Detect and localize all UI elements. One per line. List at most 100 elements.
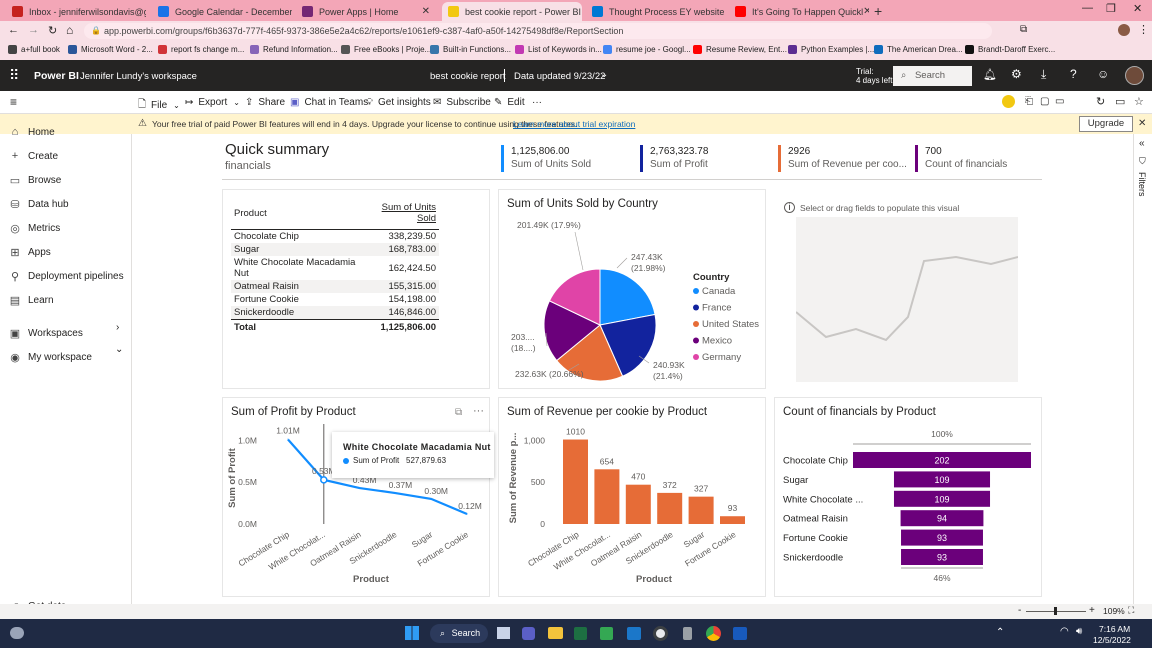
bar-chart-card[interactable]: Sum of Revenue per cookie by Product 0 50…: [498, 397, 766, 597]
data-updated-label[interactable]: Data updated 9/23/22: [514, 71, 606, 82]
table-row[interactable]: Snickerdoodle 146,846.00: [231, 306, 439, 320]
back-icon[interactable]: ←: [8, 24, 19, 36]
browser-tab[interactable]: Power Apps | Home ✕: [296, 2, 436, 21]
empty-visual[interactable]: i Select or drag fields to populate this…: [775, 189, 1043, 389]
clock-time[interactable]: 7:16 AM: [1099, 624, 1131, 634]
extensions-icon[interactable]: ⧉: [1020, 24, 1028, 35]
funnel-bar[interactable]: [853, 452, 1031, 468]
legend-item[interactable]: Canada: [702, 286, 736, 297]
browser-tab[interactable]: Inbox - jenniferwilsondavis@gm✕: [6, 2, 146, 21]
sidebar-item-apps[interactable]: ⊞ Apps: [8, 246, 50, 259]
profile-icon[interactable]: [1118, 24, 1130, 36]
download-icon[interactable]: ⤓: [1041, 67, 1047, 81]
hamburger-icon[interactable]: ≡: [10, 95, 18, 109]
bar[interactable]: [688, 496, 714, 524]
bar[interactable]: [720, 516, 745, 524]
table-row[interactable]: Oatmeal Raisin 155,315.00: [231, 280, 439, 293]
chrome-dev-icon[interactable]: [653, 626, 668, 641]
close-tab-icon[interactable]: ✕: [421, 6, 430, 17]
more-options-icon[interactable]: ···: [473, 405, 484, 417]
sheets-icon[interactable]: [600, 627, 613, 640]
file-explorer-icon[interactable]: [548, 627, 563, 639]
sidebar-item-my-workspace[interactable]: ◉ My workspace: [8, 351, 92, 364]
chrome-icon[interactable]: [706, 626, 721, 641]
reset-icon[interactable]: [1002, 95, 1015, 108]
legend-item[interactable]: Mexico: [702, 336, 732, 347]
pie-slice[interactable]: [599, 313, 657, 377]
browser-tab[interactable]: best cookie report - Power BI✕: [442, 2, 582, 21]
chat-icon[interactable]: ▭: [1115, 96, 1126, 108]
weather-icon[interactable]: [10, 627, 24, 639]
avatar[interactable]: [1125, 66, 1144, 85]
browser-menu-icon[interactable]: ⋮: [1138, 24, 1149, 36]
trial-learn-more-link[interactable]: Learn more about trial expiration: [513, 119, 636, 129]
kpi-card[interactable]: 1,125,806.00 Sum of Units Sold: [501, 145, 591, 172]
kpi-card[interactable]: 2926 Sum of Revenue per coo...: [778, 145, 907, 172]
task-view-icon[interactable]: [497, 627, 510, 639]
close-window-button[interactable]: ✕: [1133, 3, 1143, 15]
legend-item[interactable]: Germany: [702, 352, 741, 363]
bookmark-item[interactable]: a+full book: [8, 45, 60, 54]
sidebar-item-data-hub[interactable]: ⛁ Data hub: [8, 198, 68, 211]
reload-icon[interactable]: ↻: [48, 25, 58, 37]
favorite-icon[interactable]: ☆: [1134, 96, 1144, 108]
help-icon[interactable]: ?: [1070, 67, 1077, 81]
subscribe-button[interactable]: ✉ Subscribe: [433, 97, 491, 108]
sidebar-item-workspaces[interactable]: ▣ Workspaces: [8, 327, 83, 340]
photos-icon[interactable]: [627, 627, 641, 640]
pie-slice[interactable]: [548, 268, 601, 326]
refresh-icon[interactable]: ↻: [1096, 96, 1106, 108]
line-point[interactable]: [320, 476, 328, 484]
smiley-icon[interactable]: ☺: [1097, 67, 1110, 81]
series-line[interactable]: [287, 438, 468, 515]
bookmark-item[interactable]: Python Examples |...: [788, 45, 874, 54]
report-name[interactable]: best cookie report: [430, 71, 506, 82]
new-tab-button[interactable]: +: [874, 3, 883, 19]
teams-app-icon[interactable]: [522, 627, 535, 640]
sidebar-item-deployment-pipelines[interactable]: ⚲ Deployment pipelines: [8, 270, 124, 283]
funnel-bar[interactable]: [893, 490, 991, 507]
share-button[interactable]: ⇪ Share: [245, 97, 285, 108]
table-row[interactable]: White Chocolate Macadamia Nut 162,424.50: [231, 256, 439, 280]
gear-icon[interactable]: ⚙: [1011, 67, 1022, 81]
pie-slice[interactable]: [599, 268, 656, 326]
bookmark-item[interactable]: The American Drea...: [874, 45, 963, 54]
table-header-cell[interactable]: Product: [231, 200, 361, 230]
zoom-plus-icon[interactable]: +: [1089, 605, 1095, 616]
filters-pane-collapsed[interactable]: « ⛉ Filters: [1133, 134, 1152, 604]
word-icon[interactable]: [733, 627, 747, 640]
clock-date[interactable]: 12/5/2022: [1093, 635, 1131, 645]
url-input[interactable]: 🔒 app.powerbi.com/groups/f6b3637d-777f-4…: [84, 23, 992, 39]
home-icon[interactable]: ⌂: [66, 23, 74, 37]
view-icon[interactable]: ▭: [1055, 96, 1065, 107]
usb-icon[interactable]: [683, 627, 692, 640]
bookmark-icon[interactable]: ⎗: [1025, 96, 1033, 107]
excel-icon[interactable]: [574, 627, 587, 640]
comment-icon[interactable]: ▢: [1040, 96, 1050, 107]
zoom-minus-icon[interactable]: -: [1018, 605, 1022, 616]
volume-icon[interactable]: 🔊︎: [1076, 626, 1083, 637]
close-tab-icon[interactable]: ✕: [581, 6, 582, 17]
legend-item[interactable]: United States: [702, 319, 759, 330]
sidebar-item-metrics[interactable]: ◎ Metrics: [8, 222, 60, 235]
bookmark-item[interactable]: Free eBooks | Proje...: [341, 45, 431, 54]
sidebar-item-create[interactable]: + Create: [8, 150, 58, 162]
upgrade-button[interactable]: Upgrade: [1079, 116, 1133, 132]
bar[interactable]: [594, 469, 620, 524]
get-insights-button[interactable]: 💡︎ Get insights: [366, 97, 431, 108]
funnel-bar[interactable]: [901, 549, 983, 565]
sidebar-item-home[interactable]: ⌂ Home: [8, 126, 55, 138]
table-row[interactable]: Sugar 168,783.00: [231, 243, 439, 256]
edit-button[interactable]: ✎ Edit: [494, 97, 525, 108]
windows-start-icon[interactable]: [405, 626, 419, 640]
app-name[interactable]: Power BI: [34, 70, 79, 82]
tray-chevron-icon[interactable]: ⌃: [996, 627, 1005, 638]
pie-slice[interactable]: [543, 300, 601, 362]
bookmark-item[interactable]: resume joe - Googl...: [603, 45, 691, 54]
more-options-button[interactable]: ···: [532, 97, 542, 108]
bookmark-item[interactable]: Brandt-Daroff Exerc...: [965, 45, 1055, 54]
browser-tab[interactable]: Google Calendar - December 20✕: [152, 2, 292, 21]
funnel-bar[interactable]: [901, 529, 983, 546]
bookmark-item[interactable]: Resume Review, Ent...: [693, 45, 787, 54]
workspace-name[interactable]: Jennifer Lundy's workspace: [80, 71, 197, 82]
